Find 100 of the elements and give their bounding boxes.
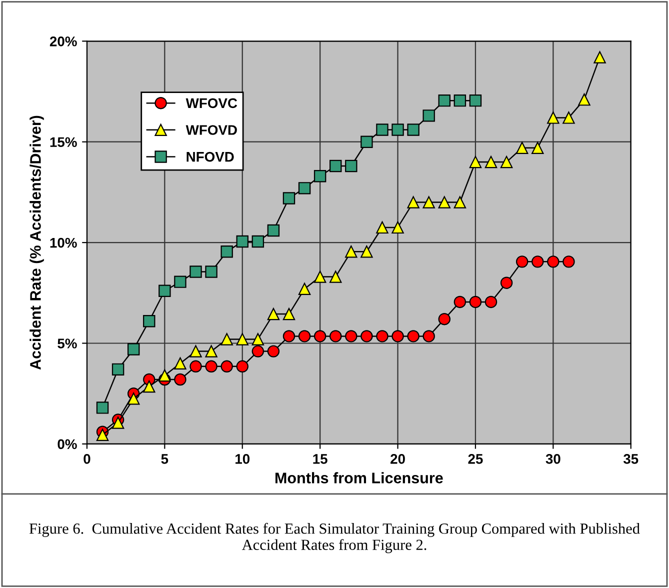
point (96, 402, 109, 414)
x-tick-label: 35 (623, 454, 638, 464)
point (345, 330, 358, 342)
point (174, 276, 186, 288)
point (360, 136, 373, 148)
point (438, 196, 450, 208)
point (174, 357, 186, 370)
x-tick-label: 10 (236, 454, 250, 464)
point (143, 380, 156, 393)
point (252, 333, 264, 346)
point (376, 124, 388, 136)
x-tick-label: 15 (313, 454, 328, 464)
point (392, 124, 404, 136)
point (267, 308, 280, 320)
point (252, 235, 264, 248)
point (454, 296, 466, 308)
point (236, 360, 248, 373)
point (345, 246, 358, 258)
point (562, 256, 575, 268)
point (376, 221, 388, 234)
point (205, 360, 218, 373)
point (190, 360, 202, 373)
point (190, 266, 202, 278)
point (158, 369, 171, 382)
point (330, 330, 342, 342)
point (314, 330, 326, 342)
point (532, 256, 544, 268)
point (236, 333, 248, 346)
point (330, 160, 342, 172)
point (407, 330, 420, 342)
point (438, 312, 450, 326)
y-tick-label: 5% (58, 338, 77, 348)
point (158, 284, 171, 297)
point (96, 428, 109, 441)
point (267, 224, 280, 237)
legend-label: WFOVC (186, 98, 238, 108)
point (143, 314, 156, 328)
point (314, 170, 326, 182)
point (267, 345, 280, 358)
point (174, 373, 186, 386)
point (360, 330, 373, 342)
point (298, 282, 311, 295)
point (392, 221, 404, 234)
point (422, 110, 435, 122)
point (252, 345, 264, 358)
point (298, 330, 311, 342)
point (282, 330, 296, 342)
point (205, 266, 218, 278)
point (314, 270, 326, 283)
point (469, 296, 482, 308)
point (345, 160, 358, 172)
point (112, 363, 124, 376)
point (422, 196, 435, 208)
x-axis-title: Months from Licensure (275, 472, 443, 484)
y-tick-label: 10% (50, 238, 77, 248)
point (407, 196, 420, 208)
point (516, 142, 528, 154)
point (112, 416, 124, 429)
point (500, 276, 513, 289)
point (516, 256, 528, 268)
x-tick-label: 20 (390, 454, 405, 464)
y-tick-label: 20% (50, 36, 77, 46)
point (594, 51, 606, 64)
point (205, 345, 218, 358)
point (220, 246, 233, 258)
point (190, 345, 202, 358)
point (469, 94, 482, 107)
point (547, 112, 560, 124)
point (484, 156, 498, 168)
caption: Figure 6. Cumulative Accident Rates for Each Simulator Training Group Compared with Published Accident Rates from Figure 2. (29, 522, 640, 554)
point (484, 296, 498, 308)
point (454, 196, 466, 208)
point (407, 124, 420, 136)
point (454, 94, 466, 107)
y-tick-label: 0% (58, 439, 77, 450)
point (330, 270, 342, 283)
point (532, 142, 544, 154)
point (469, 156, 482, 168)
point (220, 333, 233, 346)
legend-label: NFOVD (186, 152, 234, 162)
x-tick-label: 30 (546, 454, 560, 464)
point (298, 182, 311, 194)
x-tick-label: 25 (468, 454, 483, 464)
point (547, 256, 560, 268)
point (220, 360, 233, 373)
point (438, 94, 450, 107)
point (578, 93, 590, 106)
point (562, 112, 575, 124)
point (236, 235, 248, 248)
point (282, 192, 296, 204)
x-tick-label: 0 (84, 454, 90, 464)
y-axis-title: Accident Rate (% Accidents/Driver) (30, 116, 44, 370)
x-tick-label: 5 (161, 454, 168, 464)
y-tick-label: 15% (50, 137, 77, 148)
point (376, 330, 388, 342)
point (282, 308, 296, 320)
legend-label: WFOVD (186, 125, 237, 135)
point (422, 330, 435, 342)
point (500, 156, 513, 168)
point (360, 246, 373, 258)
